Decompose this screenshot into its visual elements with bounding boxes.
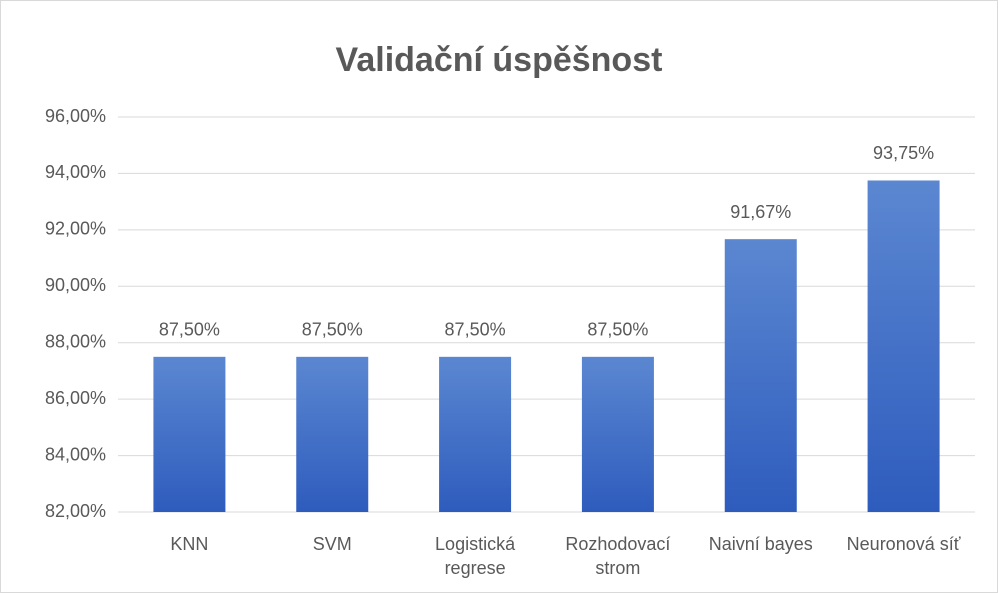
y-tick-label: 86,00% [45,388,106,408]
bar [439,356,512,512]
x-tick-label: Neuronová síť [846,534,961,554]
y-tick-label: 94,00% [45,162,106,182]
bar [867,180,940,512]
y-tick-label: 84,00% [45,444,106,464]
data-label: 87,50% [302,320,363,340]
bar [153,356,226,512]
x-tick-label: Naivní bayes [708,534,813,554]
x-tick-label: Logistická regrese [435,534,516,578]
bar [724,239,797,513]
y-tick-label: 96,00% [45,106,106,126]
y-tick-label: 82,00% [45,501,106,521]
y-tick-label: 88,00% [45,331,106,351]
x-tick-label: SVM [312,534,352,554]
data-label: 91,67% [730,202,791,222]
y-tick-label: 92,00% [45,219,106,239]
data-label: 87,50% [587,320,648,340]
x-tick-label: Rozhodovací strom [565,534,671,578]
bar [581,356,654,512]
y-tick-label: 90,00% [45,275,106,295]
data-label: 93,75% [873,143,934,163]
chart-title: Validační úspěšnost [336,41,663,79]
x-tick-label: KNN [170,534,209,554]
data-label: 87,50% [445,320,506,340]
data-label: 87,50% [159,320,220,340]
bar [296,356,369,512]
